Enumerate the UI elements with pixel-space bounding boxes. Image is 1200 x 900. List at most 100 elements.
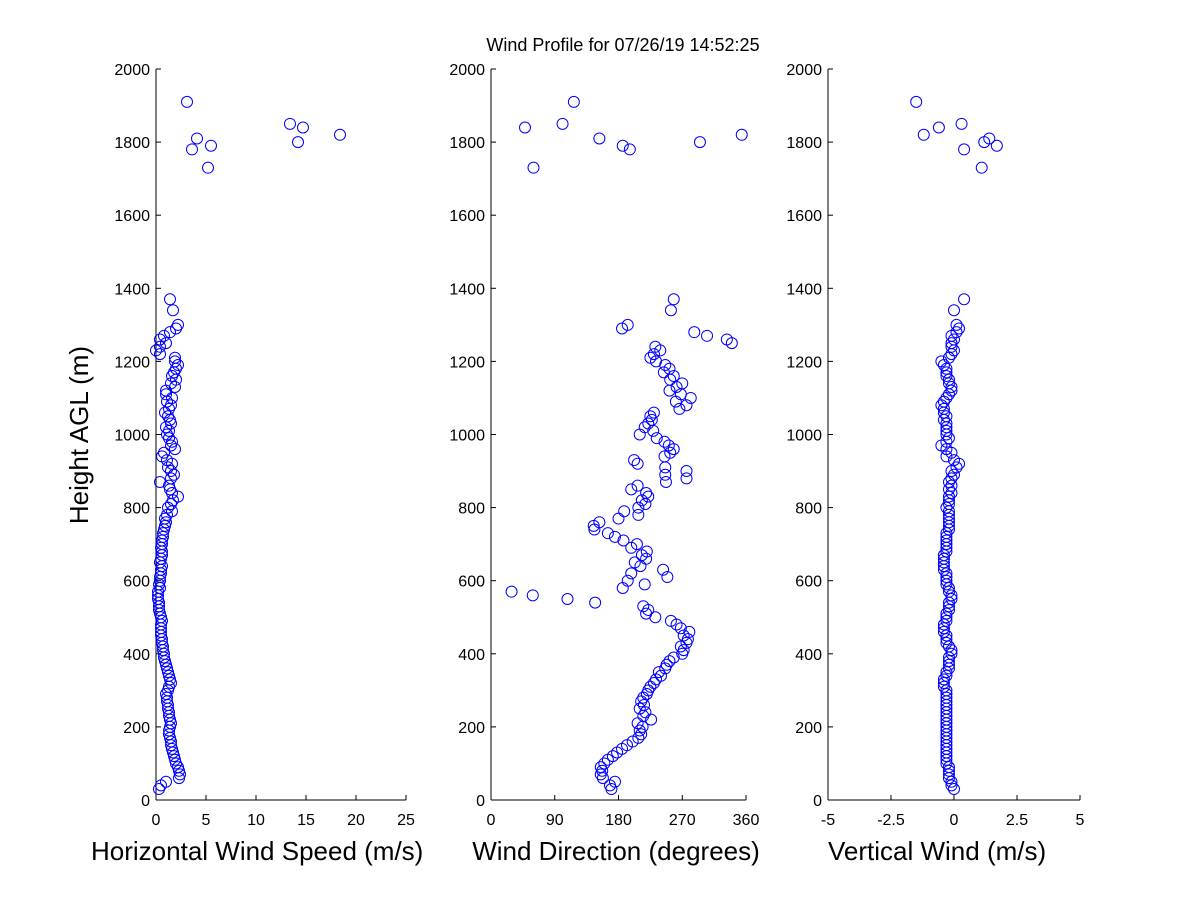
data-point xyxy=(650,673,663,686)
data-point xyxy=(942,388,955,401)
data-point xyxy=(688,326,701,339)
data-point xyxy=(181,95,193,108)
data-point xyxy=(654,344,667,357)
y-tick-label: 1200 xyxy=(114,354,150,371)
data-point xyxy=(950,326,963,339)
data-point xyxy=(940,574,953,587)
x-tick-label: 0 xyxy=(152,812,161,829)
data-point xyxy=(937,359,950,372)
data-point xyxy=(945,479,958,492)
y-tick-label: 1400 xyxy=(449,281,485,298)
data-point xyxy=(644,410,657,423)
data-point xyxy=(567,95,580,108)
data-point xyxy=(165,465,177,478)
data-point xyxy=(150,344,162,357)
data-point xyxy=(937,402,950,415)
data-point xyxy=(638,578,651,591)
data-point xyxy=(632,508,645,521)
x-tick-label: 15 xyxy=(297,812,315,829)
data-point xyxy=(628,556,641,569)
data-point xyxy=(950,461,963,474)
data-point xyxy=(942,497,955,510)
data-point xyxy=(940,669,953,682)
y-tick-label: 200 xyxy=(458,720,485,737)
data-point xyxy=(662,439,675,452)
data-point xyxy=(658,435,671,448)
data-point xyxy=(948,304,960,317)
y-tick-label: 2000 xyxy=(786,62,822,79)
y-tick-label: 1200 xyxy=(449,354,485,371)
data-point xyxy=(937,549,950,562)
data-point xyxy=(642,603,655,616)
data-point xyxy=(625,567,638,580)
x-axis-label-speed: Horizontal Wind Speed (m/s) xyxy=(91,836,423,866)
data-point xyxy=(940,636,953,649)
data-point xyxy=(638,698,650,711)
data-point xyxy=(655,669,667,682)
data-point xyxy=(173,764,185,777)
y-tick-label: 0 xyxy=(141,793,150,810)
data-point xyxy=(621,574,634,587)
data-point xyxy=(166,391,178,404)
data-point xyxy=(948,344,960,357)
data-point xyxy=(637,600,650,613)
data-point xyxy=(937,552,950,565)
y-tick-label: 1800 xyxy=(449,135,485,152)
data-point xyxy=(608,530,621,543)
data-point xyxy=(589,596,602,609)
data-point xyxy=(163,669,175,682)
data-point xyxy=(940,534,953,547)
data-point xyxy=(937,395,950,408)
y-tick-label: 200 xyxy=(795,720,822,737)
data-point xyxy=(942,761,955,774)
data-point xyxy=(168,750,180,763)
data-point xyxy=(940,417,953,430)
subplot-wind-direction: Wind Direction (degrees) 0 200 400 600 800 10… xyxy=(449,62,759,866)
y-tick-label: 1600 xyxy=(114,208,150,225)
data-point xyxy=(945,592,958,605)
y-tick-label: 400 xyxy=(458,647,485,664)
data-point xyxy=(942,768,955,781)
data-point xyxy=(659,468,672,481)
data-point xyxy=(663,362,676,375)
data-point xyxy=(640,545,653,558)
data-point xyxy=(165,677,177,690)
data-point xyxy=(644,351,657,364)
y-tick-label: 1400 xyxy=(786,281,822,298)
data-point xyxy=(633,724,646,737)
y-tick-label: 1600 xyxy=(449,208,485,225)
data-point xyxy=(594,761,607,774)
subplot-vertical-wind: Vertical Wind (m/s) 0 200 400 600 800 1000 120… xyxy=(786,62,1084,866)
data-point xyxy=(297,121,309,134)
data-point xyxy=(154,348,166,361)
data-point xyxy=(169,443,181,456)
data-point xyxy=(630,538,643,551)
data-point xyxy=(169,753,181,766)
y-tick-label: 600 xyxy=(795,574,822,591)
x-tick-label: 5 xyxy=(1076,812,1085,829)
data-point xyxy=(167,304,179,317)
x-tick-label: 180 xyxy=(605,812,632,829)
data-point xyxy=(163,424,175,437)
data-point xyxy=(942,640,955,653)
y-tick-label: 1000 xyxy=(114,428,150,445)
data-point xyxy=(165,717,177,730)
y-tick-label: 1000 xyxy=(449,428,485,445)
data-point xyxy=(593,132,606,145)
data-point xyxy=(945,486,958,499)
data-point xyxy=(156,614,168,627)
data-point xyxy=(664,446,677,459)
data-point xyxy=(940,391,953,404)
data-point xyxy=(633,702,646,715)
x-tick-label: 25 xyxy=(397,812,415,829)
data-point xyxy=(612,512,625,525)
data-point xyxy=(942,655,955,668)
data-point xyxy=(667,651,680,664)
data-point xyxy=(945,589,958,602)
data-point xyxy=(674,622,687,635)
data-point xyxy=(154,340,166,353)
data-point xyxy=(937,673,950,686)
data-point xyxy=(632,501,645,514)
data-point xyxy=(942,373,955,386)
data-point xyxy=(942,585,955,598)
